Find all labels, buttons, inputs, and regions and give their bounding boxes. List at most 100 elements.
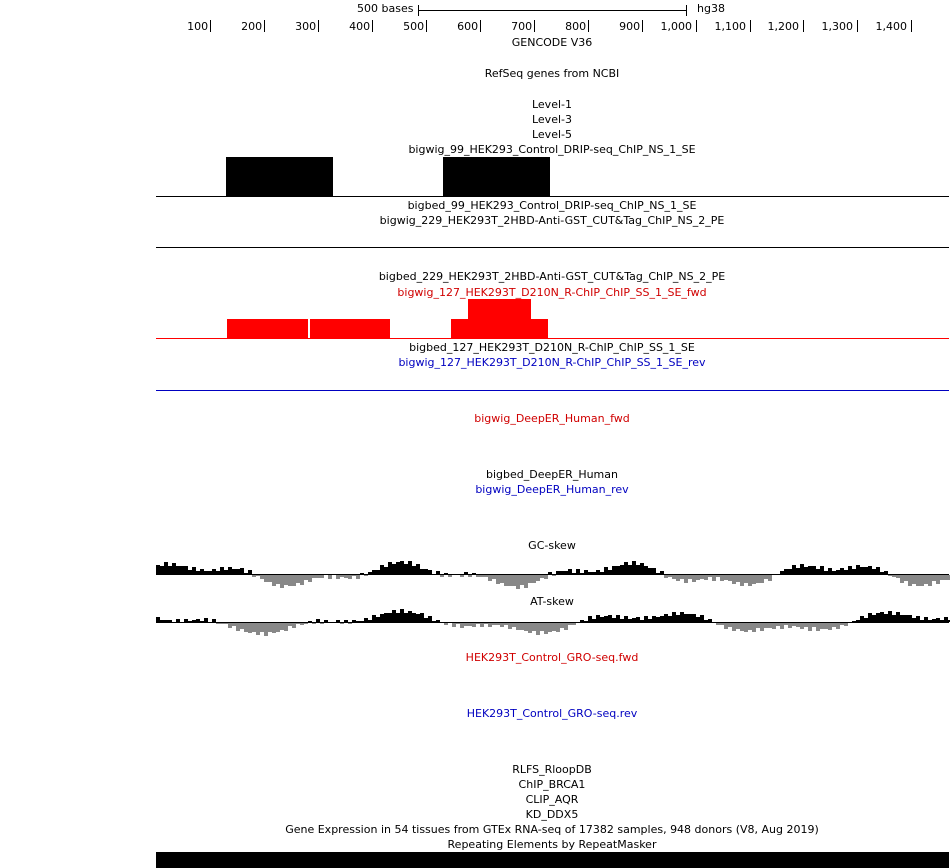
skew-bar (920, 575, 924, 586)
track-label-gro-rev[interactable]: HEK293T_Control_GRO-seq.rev (466, 707, 638, 720)
skew-bar (376, 570, 380, 574)
skew-bar (760, 575, 764, 583)
skew-bar (880, 612, 884, 622)
skew-bar (688, 614, 692, 622)
skew-baseline (156, 622, 949, 623)
signal-block[interactable] (451, 319, 548, 338)
skew-bar (772, 623, 776, 629)
signal-block[interactable] (310, 319, 390, 338)
skew-bar (944, 575, 948, 580)
track-label-bigwig-229[interactable]: bigwig_229_HEK293T_2HBD-Anti-GST_CUT&Tag… (379, 214, 725, 227)
skew-bar (408, 561, 412, 574)
track-label-rmsk[interactable]: Repeating Elements by RepeatMasker (447, 838, 657, 851)
ruler-tick (857, 20, 858, 32)
skew-bar (352, 620, 356, 622)
track-label-brca1[interactable]: ChIP_BRCA1 (518, 778, 586, 791)
skew-bar (640, 563, 644, 574)
skew-bar (464, 572, 468, 574)
track-label-deeper-fwd[interactable]: bigwig_DeepER_Human_fwd (474, 412, 630, 425)
skew-bar (728, 575, 732, 581)
track-label-deeper-bed[interactable]: bigbed_DeepER_Human (485, 468, 618, 481)
skew-bar (420, 569, 424, 574)
skew-bar (740, 575, 744, 586)
skew-bar (320, 623, 324, 624)
skew-bar (648, 619, 652, 622)
skew-bar (256, 575, 260, 576)
track-label-gc-skew[interactable]: GC-skew (528, 539, 576, 552)
ruler-tick-label: 600 (457, 20, 479, 33)
skew-bar (876, 567, 880, 574)
skew-bar (336, 575, 340, 579)
skew-bar (412, 566, 416, 574)
skew-bar (812, 623, 816, 627)
track-label-aqr[interactable]: CLIP_AQR (525, 793, 579, 806)
skew-bar (388, 613, 392, 622)
skew-bar (704, 620, 708, 622)
signal-block[interactable] (443, 157, 550, 196)
skew-bar (612, 618, 616, 622)
track-label-bigbed-229[interactable]: bigbed_229_HEK293T_2HBD-Anti-GST_CUT&Tag… (378, 270, 726, 283)
track-label-at-skew[interactable]: AT-skew (530, 595, 574, 608)
skew-bar (632, 561, 636, 574)
track-label-bigbed-99[interactable]: bigbed_99_HEK293_Control_DRIP-seq_ChIP_N… (407, 199, 697, 212)
skew-bar (468, 623, 472, 626)
skew-bar (356, 575, 360, 579)
skew-bar (724, 575, 728, 580)
base-position-ruler[interactable]: 500 bases hg38 100 200 300 400 500 600 700 800 9… (0, 0, 950, 40)
skew-bar (480, 623, 484, 627)
skew-bar (352, 575, 356, 576)
skew-bar (500, 623, 504, 627)
track-label-refseq[interactable]: RefSeq genes from NCBI (484, 67, 620, 80)
signal-block[interactable] (468, 299, 531, 319)
track-label-bigwig-127-rev[interactable]: bigwig_127_HEK293T_D210N_R-ChIP_ChIP_SS_… (398, 356, 706, 369)
skew-bar (936, 618, 940, 622)
skew-bar (636, 617, 640, 622)
repeatmasker-bar[interactable] (156, 852, 949, 868)
skew-bar (472, 573, 476, 574)
signal-block[interactable] (226, 157, 333, 196)
skew-bar (928, 620, 932, 622)
track-label-bigwig-127-fwd[interactable]: bigwig_127_HEK293T_D210N_R-ChIP_ChIP_SS_… (397, 286, 707, 299)
track-label-gtex[interactable]: Gene Expression in 54 tissues from GTEx … (285, 823, 819, 836)
track-label-rlfs[interactable]: RLFS_RloopDB (512, 763, 592, 776)
skew-bar (548, 572, 552, 574)
track-label-bigbed-127[interactable]: bigbed_127_HEK293T_D210N_R-ChIP_ChIP_SS_… (409, 341, 695, 354)
skew-bar (640, 620, 644, 622)
ruler-tick (696, 20, 697, 32)
gc-skew-signal[interactable] (156, 550, 950, 594)
track-label-gro-fwd[interactable]: HEK293T_Control_GRO-seq.fwd (465, 651, 639, 664)
skew-bar (416, 564, 420, 574)
skew-bar (428, 570, 432, 574)
skew-bar (164, 562, 168, 574)
track-baseline (156, 338, 949, 339)
track-label-level3[interactable]: Level-3 (531, 113, 572, 126)
skew-bar (424, 618, 428, 622)
skew-bar (340, 623, 344, 624)
track-label-level1[interactable]: Level-1 (531, 98, 572, 111)
skew-bar (688, 575, 692, 579)
skew-bar (840, 623, 844, 625)
skew-bar (616, 615, 620, 622)
ruler-tick-label: 100 (187, 20, 209, 33)
track-label-deeper-rev[interactable]: bigwig_DeepER_Human_rev (475, 483, 629, 496)
skew-bar (932, 619, 936, 622)
skew-bar (676, 615, 680, 622)
track-label-bigwig-99[interactable]: bigwig_99_HEK293_Control_DRIP-seq_ChIP_N… (408, 143, 696, 156)
skew-bar (448, 575, 452, 577)
skew-bar (192, 567, 196, 574)
at-skew-signal[interactable] (156, 604, 950, 650)
skew-bar (484, 623, 488, 624)
skew-bar (808, 623, 812, 631)
skew-bar (308, 575, 312, 582)
track-label-gencode[interactable]: GENCODE V36 (511, 36, 593, 49)
track-label-level5[interactable]: Level-5 (531, 128, 572, 141)
track-label-ddx5[interactable]: KD_DDX5 (525, 808, 579, 821)
signal-block[interactable] (227, 319, 308, 338)
skew-bar (252, 623, 256, 632)
skew-bar (312, 623, 316, 624)
skew-bar (752, 623, 756, 632)
skew-bar (336, 620, 340, 622)
skew-bar (944, 617, 948, 622)
skew-bar (600, 572, 604, 574)
